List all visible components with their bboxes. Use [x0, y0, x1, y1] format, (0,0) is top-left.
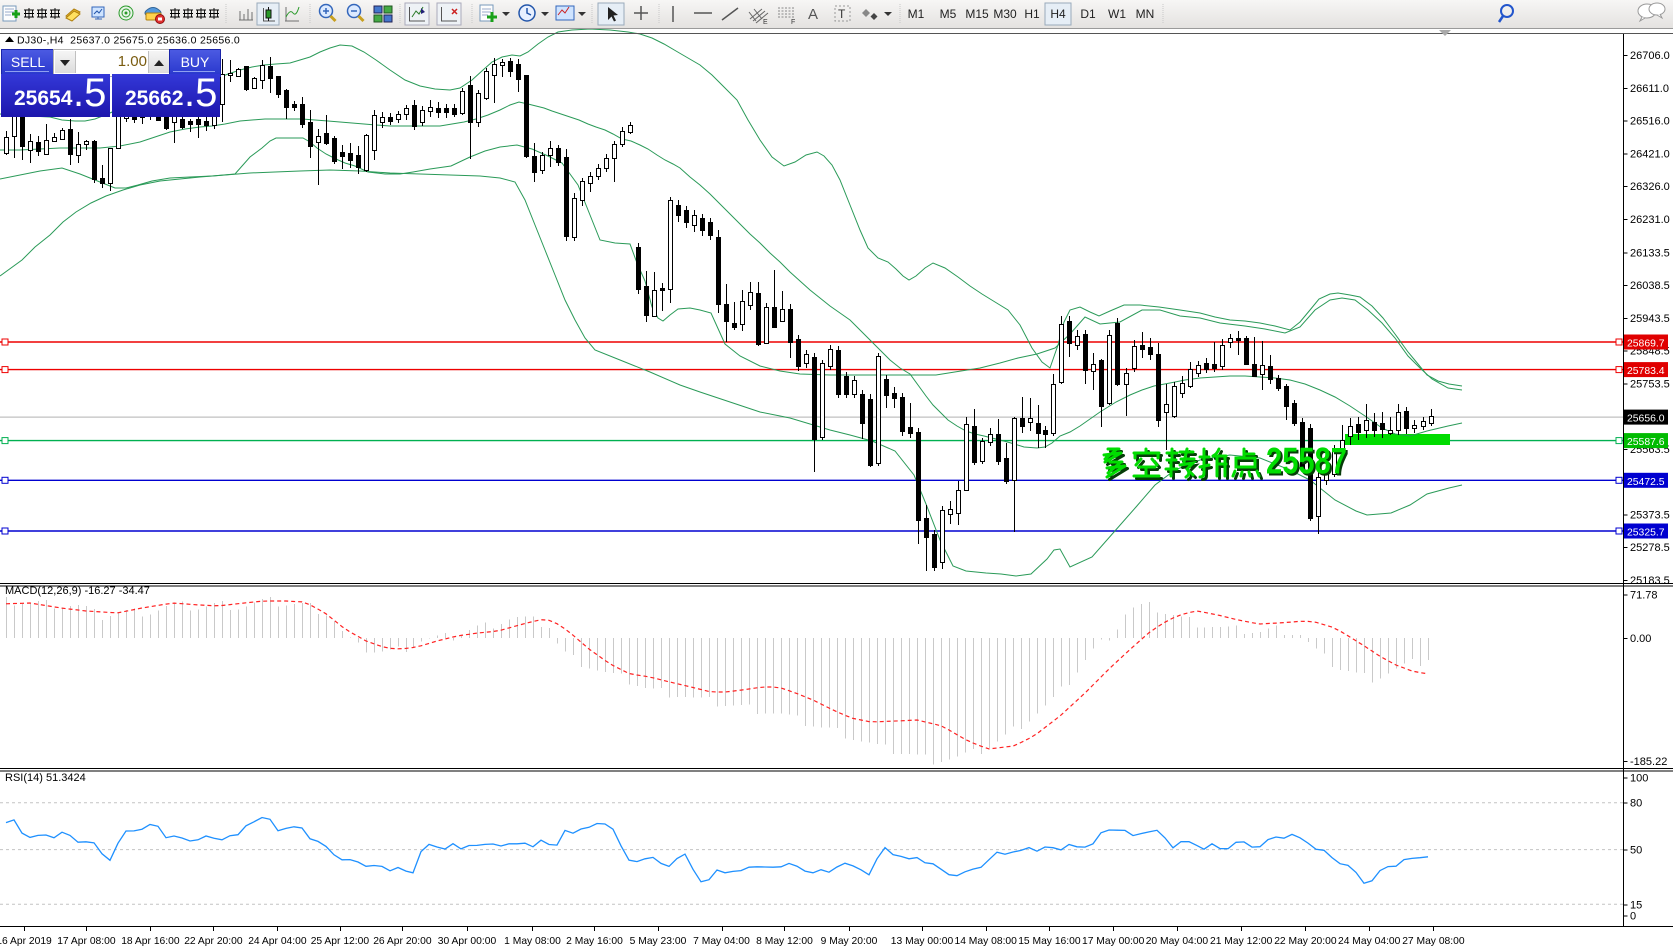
svg-text:25 Apr 12:00: 25 Apr 12:00: [311, 936, 370, 947]
svg-text:T: T: [838, 7, 846, 21]
svg-text:26231.0: 26231.0: [1630, 214, 1670, 226]
svg-text:M15: M15: [965, 7, 989, 21]
svg-text:30 Apr 00:00: 30 Apr 00:00: [438, 936, 497, 947]
svg-text:7 May 04:00: 7 May 04:00: [693, 936, 750, 947]
svg-text:16 Apr 2019: 16 Apr 2019: [0, 936, 52, 947]
svg-text:20 May 04:00: 20 May 04:00: [1146, 936, 1209, 947]
svg-text:MACD(12,26,9) -16.27 -34.47: MACD(12,26,9) -16.27 -34.47: [5, 585, 150, 597]
svg-text:D1: D1: [1080, 7, 1096, 21]
svg-text:25472.5: 25472.5: [1627, 477, 1665, 488]
svg-text:22 May 20:00: 22 May 20:00: [1274, 936, 1337, 947]
svg-text:25373.5: 25373.5: [1630, 510, 1670, 522]
svg-text:M5: M5: [940, 7, 957, 21]
svg-text:25753.5: 25753.5: [1630, 378, 1670, 390]
svg-text:-185.22: -185.22: [1630, 756, 1667, 768]
svg-text:26611.0: 26611.0: [1630, 83, 1669, 95]
svg-text:71.78: 71.78: [1630, 590, 1658, 602]
svg-text:H1: H1: [1024, 7, 1040, 21]
svg-text:RSI(14) 51.3424: RSI(14) 51.3424: [5, 772, 86, 784]
svg-text:50: 50: [1630, 845, 1642, 857]
svg-text:2 May 16:00: 2 May 16:00: [566, 936, 623, 947]
svg-text:22 Apr 20:00: 22 Apr 20:00: [184, 936, 243, 947]
svg-text:26706.0: 26706.0: [1630, 50, 1670, 62]
svg-text:25278.5: 25278.5: [1630, 542, 1670, 554]
svg-text:25183.5: 25183.5: [1630, 575, 1670, 587]
svg-text:0.00: 0.00: [1630, 633, 1651, 645]
svg-text:100: 100: [1630, 773, 1648, 785]
svg-text:26038.5: 26038.5: [1630, 280, 1670, 292]
svg-text:26326.0: 26326.0: [1630, 181, 1670, 193]
svg-text:E: E: [763, 19, 768, 26]
svg-text:25587.6: 25587.6: [1627, 437, 1665, 448]
svg-text:25656.0: 25656.0: [1627, 414, 1665, 425]
svg-text:25587: 25587: [1268, 443, 1349, 484]
svg-text:M1: M1: [908, 7, 925, 21]
svg-text:24 Apr 04:00: 24 Apr 04:00: [248, 936, 307, 947]
svg-text:17 May 00:00: 17 May 00:00: [1082, 936, 1145, 947]
svg-text:25869.7: 25869.7: [1627, 339, 1665, 350]
svg-text:25783.4: 25783.4: [1627, 366, 1665, 377]
svg-text:21 May 12:00: 21 May 12:00: [1210, 936, 1273, 947]
svg-text:M30: M30: [993, 7, 1017, 21]
svg-text:18 Apr 16:00: 18 Apr 16:00: [121, 936, 180, 947]
svg-text:14 May 08:00: 14 May 08:00: [954, 936, 1017, 947]
svg-text:25943.5: 25943.5: [1630, 313, 1670, 325]
svg-text:13 May 00:00: 13 May 00:00: [891, 936, 954, 947]
svg-text:15 May 16:00: 15 May 16:00: [1018, 936, 1081, 947]
svg-text:F: F: [791, 19, 795, 26]
svg-text:1 May 08:00: 1 May 08:00: [504, 936, 561, 947]
svg-text:25587: 25587: [1266, 441, 1347, 482]
svg-text:8 May 12:00: 8 May 12:00: [756, 936, 813, 947]
svg-text:26421.0: 26421.0: [1630, 148, 1670, 160]
svg-text:MN: MN: [1136, 7, 1155, 21]
svg-text:80: 80: [1630, 798, 1642, 810]
svg-text:25325.7: 25325.7: [1627, 528, 1665, 539]
svg-text:DJ30-,H4 25637.0 25675.0 2563: DJ30-,H4 25637.0 25675.0 25636.0 25656.0: [17, 35, 240, 47]
svg-text:26 Apr 20:00: 26 Apr 20:00: [373, 936, 432, 947]
svg-text:15: 15: [1630, 899, 1642, 911]
svg-text:27 May 08:00: 27 May 08:00: [1402, 936, 1465, 947]
svg-text:H4: H4: [1050, 7, 1066, 21]
svg-text:5 May 23:00: 5 May 23:00: [630, 936, 687, 947]
svg-text:26516.0: 26516.0: [1630, 116, 1670, 128]
svg-text:W1: W1: [1108, 7, 1126, 21]
svg-text:A: A: [808, 6, 818, 23]
svg-text:9 May 20:00: 9 May 20:00: [821, 936, 878, 947]
svg-text:17 Apr 08:00: 17 Apr 08:00: [57, 936, 116, 947]
svg-text:24 May 04:00: 24 May 04:00: [1338, 936, 1401, 947]
svg-text:26133.5: 26133.5: [1630, 247, 1670, 259]
svg-text:0: 0: [1630, 910, 1636, 922]
